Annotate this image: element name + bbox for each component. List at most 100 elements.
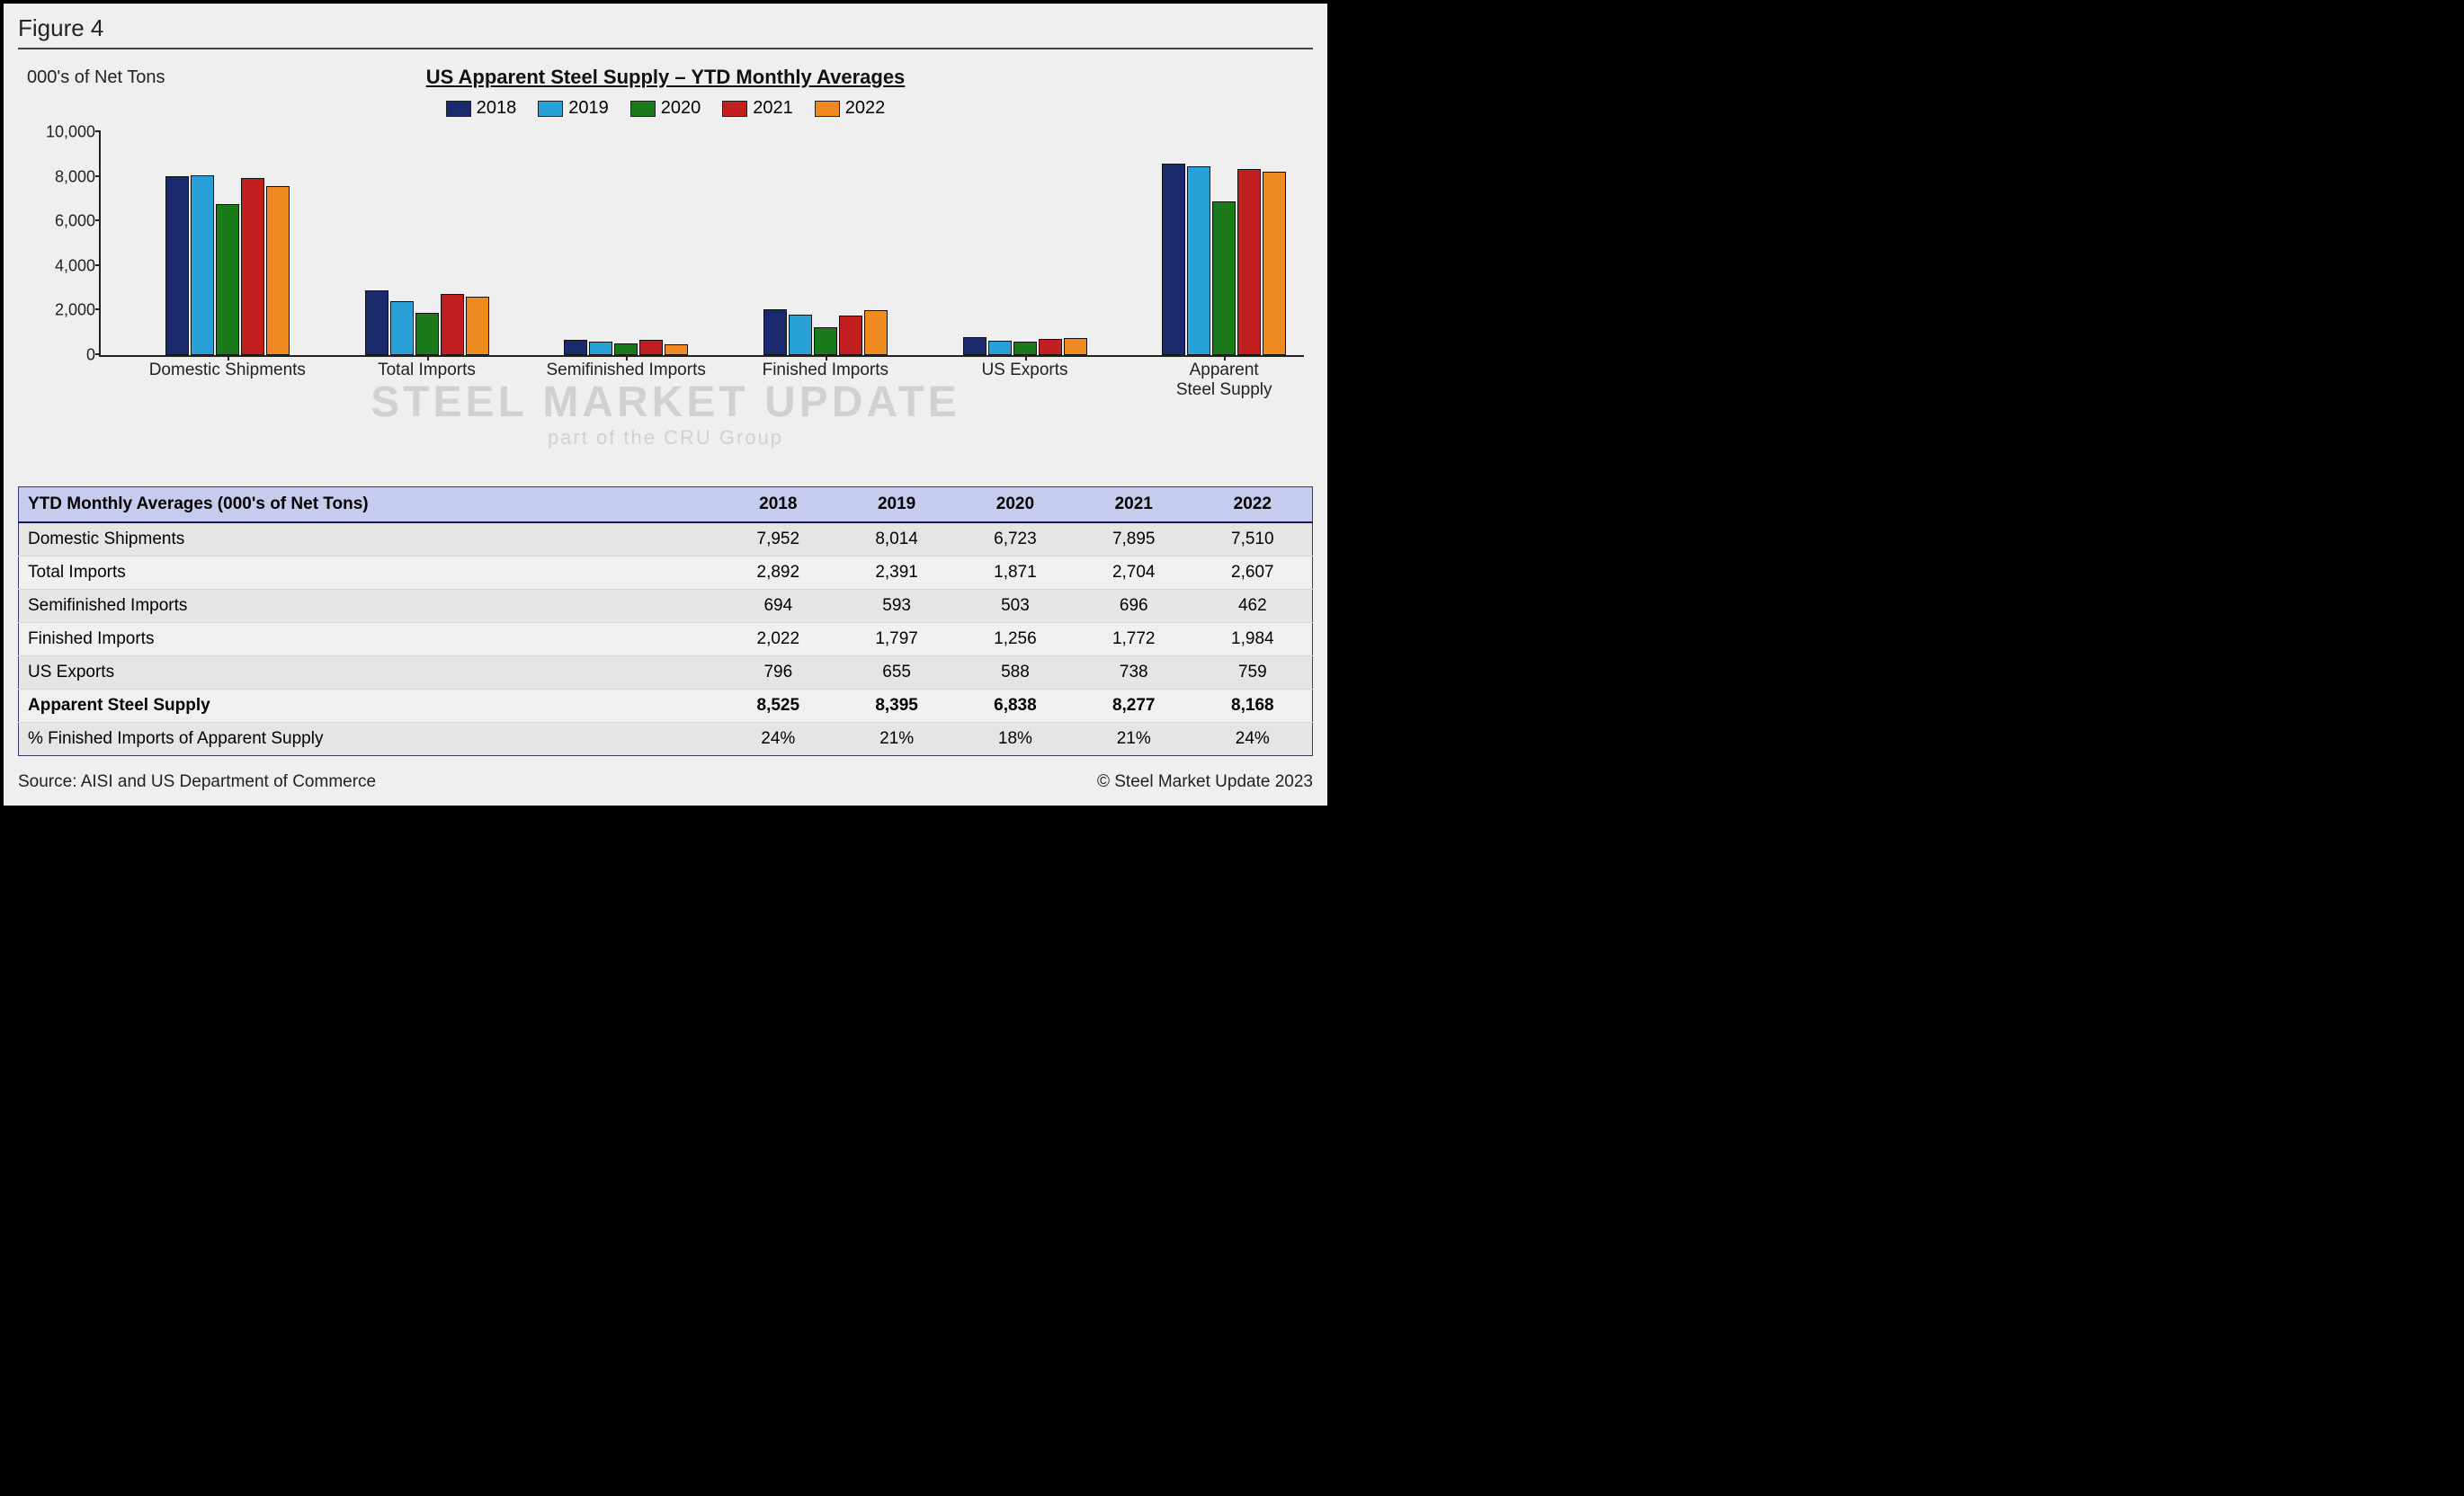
- table-column-header: 2021: [1075, 487, 1193, 523]
- legend-label: 2020: [661, 98, 701, 119]
- row-label: Domestic Shipments: [19, 522, 719, 557]
- bar: [1039, 339, 1062, 355]
- table-cell: 6,723: [956, 522, 1075, 557]
- bar: [1237, 169, 1261, 355]
- table-cell: 2,607: [1193, 557, 1313, 590]
- y-tick-label: 0: [34, 346, 95, 365]
- bar: [165, 176, 189, 355]
- category-label: Total Imports: [330, 361, 524, 380]
- row-label: % Finished Imports of Apparent Supply: [19, 723, 719, 756]
- table-cell: 588: [956, 656, 1075, 690]
- table-column-header: 2022: [1193, 487, 1313, 523]
- bar: [864, 310, 888, 355]
- bar: [789, 315, 812, 355]
- table-cell: 24%: [719, 723, 837, 756]
- table-column-header: 2018: [719, 487, 837, 523]
- table-cell: 8,277: [1075, 690, 1193, 723]
- table-cell: 1,772: [1075, 623, 1193, 656]
- bar-cluster: [165, 175, 290, 355]
- bar: [241, 178, 264, 355]
- legend-item: 2018: [446, 98, 517, 119]
- table-cell: 462: [1193, 590, 1313, 623]
- bar-cluster: [564, 340, 688, 355]
- bar: [191, 175, 214, 355]
- legend-swatch: [815, 101, 840, 117]
- source-text: Source: AISI and US Department of Commer…: [18, 772, 376, 792]
- chart-region: 000's of Net Tons US Apparent Steel Supp…: [18, 62, 1313, 413]
- y-tick-mark: [95, 308, 101, 310]
- table-column-header: 2019: [837, 487, 956, 523]
- y-tick-mark: [95, 353, 101, 355]
- table-cell: 1,797: [837, 623, 956, 656]
- legend-swatch: [538, 101, 563, 117]
- legend-label: 2021: [753, 98, 793, 119]
- bar: [216, 204, 239, 355]
- table-cell: 2,892: [719, 557, 837, 590]
- legend-item: 2022: [815, 98, 886, 119]
- bar-cluster: [1162, 164, 1286, 355]
- legend-item: 2019: [538, 98, 609, 119]
- table-cell: 21%: [1075, 723, 1193, 756]
- table-cell: 503: [956, 590, 1075, 623]
- table-cell: 655: [837, 656, 956, 690]
- bar: [665, 344, 688, 355]
- table-cell: 2,391: [837, 557, 956, 590]
- plot-area: 02,0004,0006,0008,00010,000Domestic Ship…: [99, 132, 1304, 357]
- y-tick-mark: [95, 130, 101, 132]
- bar: [1187, 166, 1210, 355]
- table-cell: 759: [1193, 656, 1313, 690]
- figure-label: Figure 4: [18, 11, 1313, 49]
- table-cell: 8,395: [837, 690, 956, 723]
- bar: [839, 316, 862, 355]
- table-cell: 796: [719, 656, 837, 690]
- bar: [415, 313, 439, 355]
- table-cell: 696: [1075, 590, 1193, 623]
- table-cell: 21%: [837, 723, 956, 756]
- legend: 2018 2019 2020 2021 2022: [18, 98, 1313, 119]
- table-cell: 7,895: [1075, 522, 1193, 557]
- chart-title: US Apparent Steel Supply – YTD Monthly A…: [18, 62, 1313, 89]
- bar: [639, 340, 663, 355]
- table-cell: 1,871: [956, 557, 1075, 590]
- y-tick-mark: [95, 175, 101, 177]
- y-tick-label: 4,000: [34, 256, 95, 275]
- bar: [390, 301, 414, 355]
- data-table: YTD Monthly Averages (000's of Net Tons)…: [18, 486, 1313, 756]
- watermark-sub: part of the CRU Group: [370, 428, 960, 448]
- y-tick-label: 2,000: [34, 301, 95, 320]
- table-header-label: YTD Monthly Averages (000's of Net Tons): [19, 487, 719, 523]
- category-label: Domestic Shipments: [130, 361, 325, 380]
- bar-cluster: [763, 309, 888, 355]
- table-cell: 8,525: [719, 690, 837, 723]
- row-label: Finished Imports: [19, 623, 719, 656]
- bar: [266, 186, 290, 355]
- bar: [441, 294, 464, 355]
- legend-label: 2022: [845, 98, 886, 119]
- category-label: Semifinished Imports: [529, 361, 723, 380]
- bar: [1212, 201, 1236, 355]
- table-cell: 694: [719, 590, 837, 623]
- table-cell: 2,704: [1075, 557, 1193, 590]
- footer: Source: AISI and US Department of Commer…: [18, 772, 1313, 792]
- copyright-text: © Steel Market Update 2023: [1097, 772, 1313, 792]
- row-label: Apparent Steel Supply: [19, 690, 719, 723]
- legend-swatch: [446, 101, 471, 117]
- category-label: Finished Imports: [728, 361, 923, 380]
- table-cell: 738: [1075, 656, 1193, 690]
- legend-item: 2020: [630, 98, 701, 119]
- table-cell: 1,984: [1193, 623, 1313, 656]
- y-tick-mark: [95, 219, 101, 221]
- y-tick-label: 8,000: [34, 167, 95, 186]
- bar: [963, 337, 986, 355]
- table-row: Semifinished Imports694593503696462: [19, 590, 1313, 623]
- legend-item: 2021: [722, 98, 793, 119]
- category-label: Apparent Steel Supply: [1127, 361, 1321, 400]
- bar: [466, 297, 489, 355]
- bar: [1013, 342, 1037, 355]
- y-axis-title: 000's of Net Tons: [27, 67, 165, 88]
- bar: [1064, 338, 1087, 355]
- table-cell: 6,838: [956, 690, 1075, 723]
- bar-cluster: [365, 290, 489, 355]
- table-column-header: 2020: [956, 487, 1075, 523]
- row-label: Semifinished Imports: [19, 590, 719, 623]
